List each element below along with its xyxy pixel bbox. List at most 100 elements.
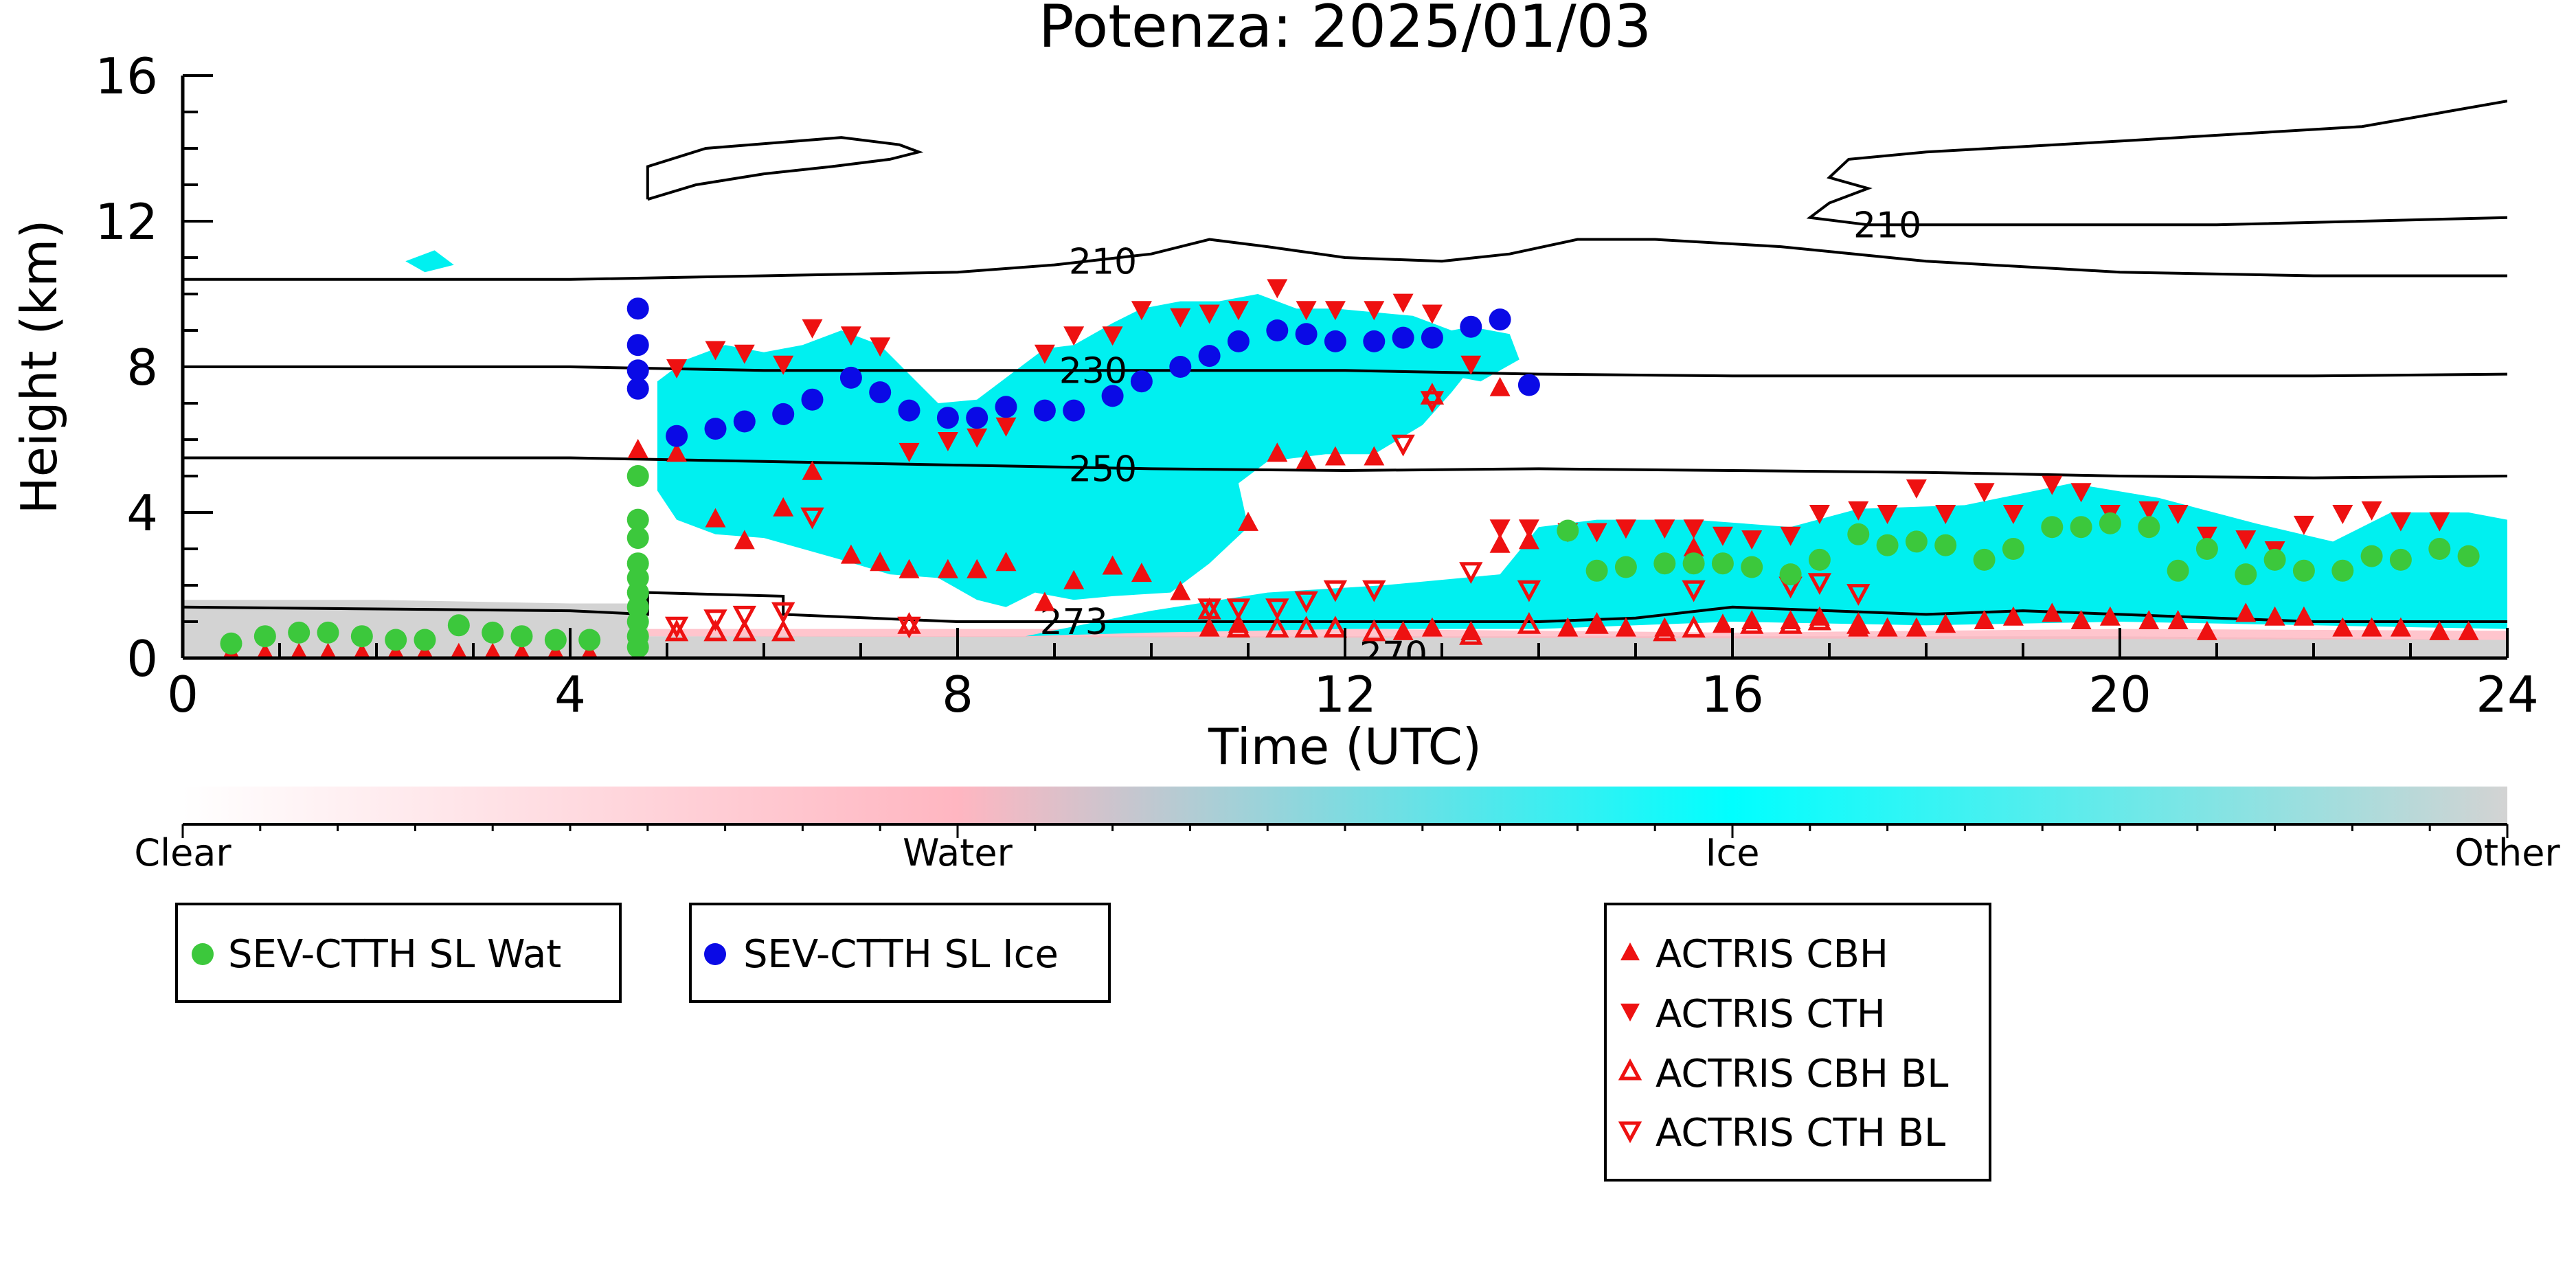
point-actris-cth-bl xyxy=(1226,598,1251,621)
point-sev-ctth-sl-ice xyxy=(1266,319,1289,341)
point-actris-cbh xyxy=(1170,580,1191,600)
point-actris-cbh xyxy=(2042,602,2063,622)
data-markers xyxy=(220,279,2480,658)
y-tick-label: 4 xyxy=(126,484,158,542)
legend-label-sev-water: SEV-CTTH SL Wat xyxy=(228,932,561,977)
legend-marker-actris-cth xyxy=(1620,1004,1640,1021)
legend-marker-sev-ice xyxy=(704,943,726,965)
point-actris-cbh xyxy=(2099,606,2121,626)
point-actris-cth xyxy=(1741,530,1763,550)
point-sev-ctth-sl-wat xyxy=(2138,516,2160,539)
point-sev-ctth-sl-wat xyxy=(544,629,567,651)
point-sev-ctth-sl-ice xyxy=(1517,374,1540,396)
point-actris-cbh xyxy=(1199,617,1220,637)
point-sev-ctth-sl-wat xyxy=(626,552,649,575)
contour-label: 250 xyxy=(1069,449,1137,490)
point-actris-cth xyxy=(1974,483,1995,503)
colorbar-gradient xyxy=(183,787,2507,824)
point-actris-cbh xyxy=(1102,555,1123,575)
legend-box-sev-water: SEV-CTTH SL Wat xyxy=(175,903,622,1003)
point-actris-cbh xyxy=(1392,620,1414,640)
point-actris-cth xyxy=(2002,505,2024,524)
point-sev-ctth-sl-ice xyxy=(1169,356,1192,378)
point-sev-ctth-sl-ice xyxy=(1130,370,1153,393)
legend-label-actris-cth: ACTRIS CTH xyxy=(1656,992,1886,1037)
point-actris-cbh xyxy=(1034,591,1055,611)
point-actris-cbh xyxy=(1131,563,1152,583)
point-actris-cth-bl xyxy=(897,616,921,639)
point-sev-ctth-sl-ice xyxy=(1033,399,1056,422)
point-sev-ctth-sl-wat xyxy=(2167,559,2189,582)
point-actris-cbh xyxy=(967,558,988,578)
other-low-layer xyxy=(647,636,2507,658)
point-actris-cth xyxy=(1460,355,1482,375)
point-actris-cth xyxy=(2042,475,2063,495)
point-sev-ctth-sl-wat xyxy=(2263,548,2286,571)
point-sev-ctth-sl-wat xyxy=(2235,563,2257,586)
point-actris-cbh xyxy=(1489,376,1511,396)
point-sev-ctth-sl-wat xyxy=(2457,545,2480,567)
point-actris-cth xyxy=(1267,279,1288,299)
point-actris-cth-bl xyxy=(1807,573,1832,595)
point-actris-cth xyxy=(1131,301,1152,321)
point-actris-cbh-bl xyxy=(732,619,756,642)
legend-label-actris-cbh: ACTRIS CBH xyxy=(1656,932,1888,977)
point-actris-cbh-bl xyxy=(1846,612,1871,634)
point-actris-cbh xyxy=(2235,602,2257,622)
ice-cloud-main xyxy=(657,294,1481,607)
point-actris-cbh-bl xyxy=(1362,619,1386,642)
point-sev-ctth-sl-ice xyxy=(1489,308,1511,331)
point-sev-ctth-sl-ice xyxy=(626,297,649,320)
point-actris-cbh-bl xyxy=(664,619,689,642)
point-actris-cth-bl xyxy=(1517,580,1541,602)
contour-label: 210 xyxy=(1853,205,1921,246)
x-tick-label: 8 xyxy=(942,666,973,723)
y-tick-label: 12 xyxy=(95,193,158,251)
point-actris-cbh xyxy=(1906,617,1927,637)
ice-patch-small xyxy=(405,250,454,273)
point-actris-cth xyxy=(2390,512,2411,532)
point-sev-ctth-sl-ice xyxy=(936,407,959,429)
point-sev-ctth-sl-ice xyxy=(704,418,727,440)
point-actris-cth xyxy=(802,319,823,339)
point-sev-ctth-sl-ice xyxy=(995,396,1017,418)
point-actris-cbh xyxy=(1877,617,1898,637)
point-sev-ctth-sl-wat xyxy=(414,629,436,651)
point-sev-ctth-sl-ice xyxy=(1392,326,1414,349)
point-actris-cth xyxy=(1199,304,1220,324)
point-actris-cth-bl xyxy=(1420,391,1445,413)
point-actris-cth xyxy=(967,428,988,448)
point-actris-cth-bl xyxy=(1391,434,1415,457)
point-actris-cth xyxy=(1518,519,1539,539)
point-actris-cbh-bl xyxy=(1653,619,1677,642)
x-tick-label: 16 xyxy=(1701,666,1764,723)
legend-marker-actris-cbh-bl xyxy=(1618,1058,1642,1081)
contour-line-250 xyxy=(183,456,2507,479)
point-sev-ctth-sl-wat xyxy=(482,621,504,644)
point-actris-cth-bl xyxy=(1197,598,1221,621)
point-actris-cbh xyxy=(2429,620,2450,640)
point-actris-cth xyxy=(1877,505,1898,524)
point-actris-cbh xyxy=(773,497,794,517)
point-actris-cth xyxy=(2235,530,2257,550)
point-actris-cbh xyxy=(1683,537,1704,556)
point-actris-cth xyxy=(2429,512,2450,532)
point-actris-cth xyxy=(870,337,891,357)
point-actris-cbh xyxy=(1615,617,1636,637)
point-actris-cth xyxy=(1586,523,1607,543)
point-actris-cbh xyxy=(1296,449,1317,469)
point-actris-cbh xyxy=(2264,606,2285,626)
contour-line-210 xyxy=(1806,100,2507,227)
point-actris-cbh xyxy=(319,642,337,658)
point-sev-ctth-sl-wat xyxy=(220,632,242,655)
point-sev-ctth-sl-ice xyxy=(626,334,649,357)
legend-box-actris: ACTRIS CBH ACTRIS CTH ACTRIS CBH BL ACTR… xyxy=(1604,903,1991,1182)
cloud-mask-fields xyxy=(183,250,2507,658)
point-sev-ctth-sl-wat xyxy=(1741,556,1763,578)
point-actris-cth-bl xyxy=(1846,584,1871,606)
point-actris-cbh-bl xyxy=(1807,608,1832,631)
point-actris-cth xyxy=(1654,519,1675,539)
point-actris-cth-bl xyxy=(1265,598,1289,621)
